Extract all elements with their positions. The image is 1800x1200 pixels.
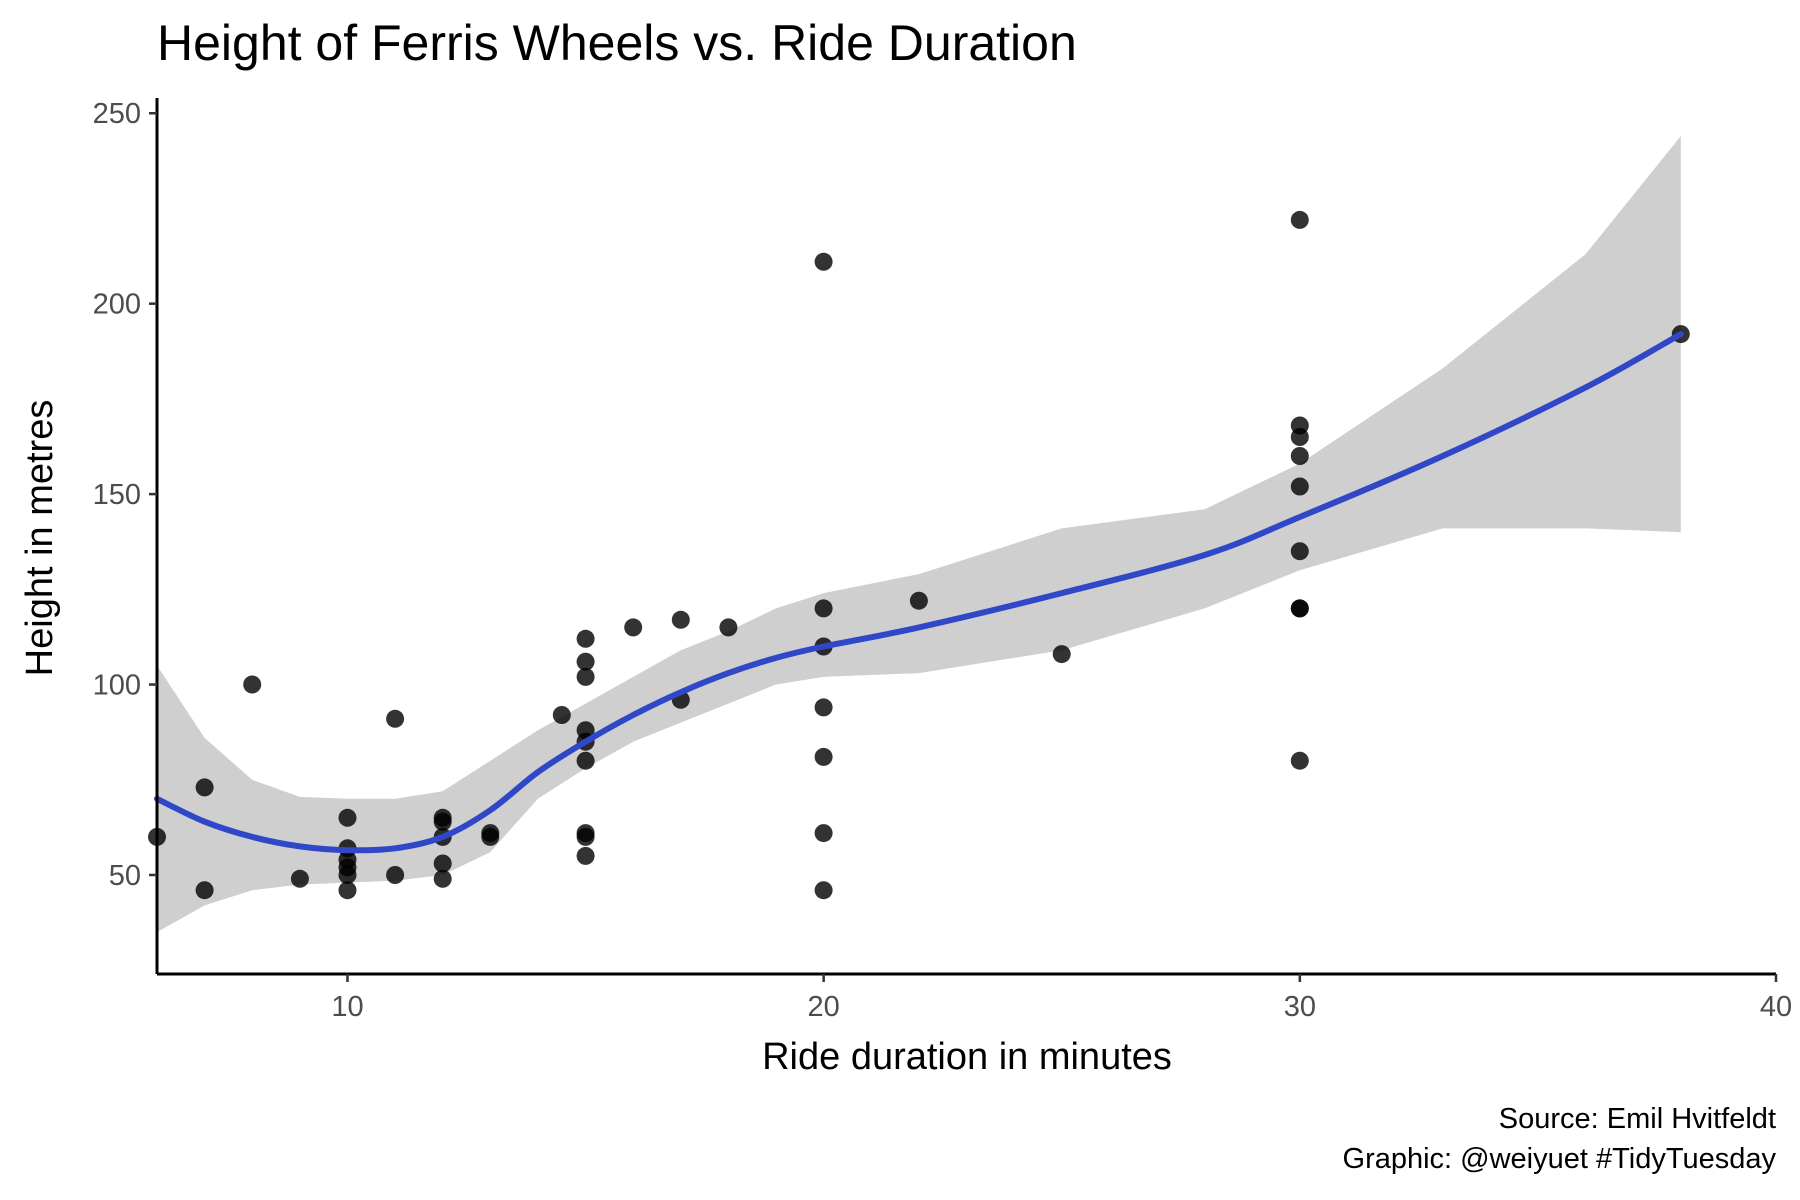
data-point <box>433 812 452 831</box>
data-point <box>576 652 595 671</box>
data-point <box>386 866 405 884</box>
smooth-line-layer <box>154 331 1684 854</box>
y-tick-label: 250 <box>93 98 141 130</box>
data-point <box>290 869 309 888</box>
y-tick-label: 200 <box>93 289 141 321</box>
data-point <box>576 827 595 846</box>
caption-source: Source: Emil Hvitfeldt <box>1499 1103 1776 1135</box>
data-point <box>576 629 595 648</box>
data-point <box>1290 210 1309 229</box>
data-point <box>386 709 405 728</box>
data-point <box>552 706 571 724</box>
axes-layer: 50 100 150 200 250 10 20 30 40 <box>93 98 1792 1023</box>
data-point <box>243 675 262 694</box>
confidence-band-layer <box>157 136 1681 933</box>
data-point <box>814 698 833 717</box>
data-point <box>671 610 690 629</box>
x-tick-label: 40 <box>1760 991 1792 1023</box>
x-tick-label: 20 <box>808 991 840 1023</box>
data-point <box>481 827 500 846</box>
caption-graphic: Graphic: @weiyuet #TidyTuesday <box>1343 1143 1777 1175</box>
data-points-layer <box>148 210 1690 900</box>
x-axis-title: Ride duration in minutes <box>762 1036 1172 1078</box>
confidence-band <box>157 136 1681 933</box>
data-point <box>338 881 357 900</box>
data-point <box>814 599 833 618</box>
x-tick-label: 10 <box>331 991 363 1023</box>
data-point <box>814 747 833 766</box>
data-point <box>1290 599 1309 618</box>
data-point <box>338 808 357 827</box>
y-tick-label: 100 <box>93 670 141 702</box>
data-point <box>1290 477 1309 496</box>
x-tick-label: 30 <box>1284 991 1316 1023</box>
data-point <box>433 854 452 873</box>
data-point <box>814 824 833 843</box>
data-point <box>1052 645 1071 664</box>
data-point <box>576 667 595 686</box>
data-point <box>1290 428 1309 446</box>
data-point <box>576 751 595 770</box>
data-point <box>338 866 357 884</box>
data-point <box>909 591 928 610</box>
y-tick-label: 150 <box>93 479 141 511</box>
data-point <box>576 846 595 865</box>
data-point <box>1290 542 1309 561</box>
data-point <box>719 618 738 637</box>
data-point <box>195 778 214 797</box>
data-point <box>1290 751 1309 770</box>
chart-title: Height of Ferris Wheels vs. Ride Duratio… <box>157 15 1077 71</box>
data-point <box>624 618 643 637</box>
y-axis-title: Height in metres <box>19 400 61 677</box>
data-point <box>814 881 833 900</box>
data-point <box>814 252 833 271</box>
data-point <box>195 881 214 900</box>
smooth-line <box>154 331 1684 854</box>
data-point <box>1290 447 1309 465</box>
data-point <box>433 869 452 888</box>
y-tick-label: 50 <box>109 860 141 892</box>
